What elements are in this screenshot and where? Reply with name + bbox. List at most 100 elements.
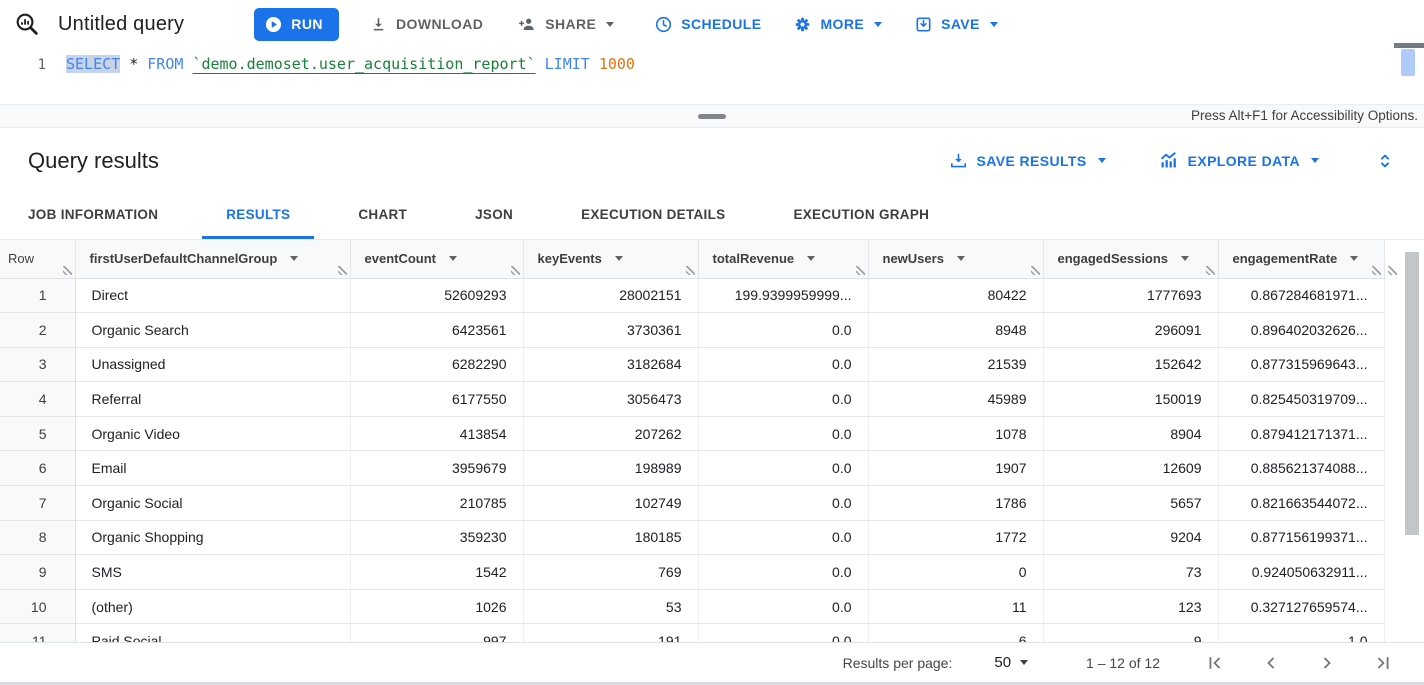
row-number-cell: 1	[0, 278, 76, 314]
tab-json[interactable]: JSON	[475, 207, 514, 222]
sql-editor[interactable]: 1 SELECT * FROM `demo.demoset.user_acqui…	[0, 43, 1424, 104]
cell-keyEvents: 28002151	[523, 278, 699, 314]
column-header-eventCount[interactable]: eventCount	[350, 240, 524, 279]
cell-engagementRate: 0.885621374088...	[1218, 450, 1385, 487]
chevron-left-icon	[1267, 656, 1275, 669]
row-number-cell: 3	[0, 347, 76, 383]
column-resize-handle-extra[interactable]	[1388, 266, 1397, 275]
page-size-select[interactable]: 50	[994, 654, 1029, 671]
column-menu-caret-icon[interactable]	[956, 256, 965, 262]
cell-engagedSessions: 9204	[1043, 520, 1219, 556]
tab-execution-graph[interactable]: EXECUTION GRAPH	[793, 207, 930, 222]
column-menu-caret-icon[interactable]	[614, 256, 623, 262]
column-header-newUsers[interactable]: newUsers	[868, 240, 1044, 279]
row-number-cell: 8	[0, 520, 76, 556]
query-title[interactable]: Untitled query	[58, 12, 185, 35]
table-vertical-scrollbar[interactable]	[1405, 252, 1419, 535]
cell-engagedSessions: 150019	[1043, 381, 1219, 417]
column-label: firstUserDefaultChannelGroup	[89, 251, 278, 267]
cell-totalRevenue: 0.0	[698, 485, 869, 521]
unfold-icon	[1381, 154, 1389, 167]
person-add-icon	[519, 18, 534, 30]
column-menu-caret-icon[interactable]	[1181, 256, 1190, 262]
editor-vertical-scrollbar[interactable]	[1401, 49, 1415, 76]
column-resize-handle[interactable]	[1205, 265, 1215, 275]
table-row: 2 Organic Search 6423561 3730361 0.0 8948 2960…	[0, 312, 1385, 348]
cell-totalRevenue: 0.0	[698, 416, 869, 452]
cell-engagementRate: 0.924050632911...	[1218, 554, 1385, 590]
save-button[interactable]: SAVE	[914, 15, 998, 34]
save-caret-icon	[989, 21, 998, 27]
explore-data-button[interactable]: EXPLORE DATA	[1158, 150, 1319, 171]
column-menu-caret-icon[interactable]	[449, 256, 457, 262]
schedule-button[interactable]: SCHEDULE	[654, 15, 761, 34]
row-number-cell: 9	[0, 554, 76, 590]
cell-keyEvents: 3056473	[523, 381, 699, 417]
tab-execution-details[interactable]: EXECUTION DETAILS	[581, 207, 726, 222]
column-menu-caret-icon[interactable]	[1350, 256, 1359, 262]
query-results-title: Query results	[28, 147, 159, 173]
run-button[interactable]: RUN	[254, 7, 340, 41]
column-resize-handle[interactable]	[685, 265, 695, 275]
cell-newUsers: 1907	[868, 450, 1044, 487]
cell-eventCount: 359230	[350, 520, 524, 556]
cell-eventCount: 3959679	[350, 450, 524, 487]
download-button[interactable]: DOWNLOAD	[369, 15, 483, 34]
download-icon	[373, 17, 384, 30]
splitter-handle[interactable]	[698, 114, 726, 119]
cell-newUsers: 11	[868, 589, 1044, 625]
next-page-button[interactable]	[1316, 652, 1338, 674]
tab-chart[interactable]: CHART	[358, 207, 408, 222]
cell-newUsers: 0	[868, 554, 1044, 590]
save-results-button[interactable]: SAVE RESULTS	[949, 151, 1106, 170]
expand-results-button[interactable]	[1375, 150, 1395, 172]
table-row: 10 (other) 1026 53 0.0 11 123 0.327127659574...	[0, 589, 1385, 625]
share-caret-icon	[606, 21, 615, 27]
sql-token: SELECT	[66, 55, 121, 73]
column-menu-caret-icon[interactable]	[290, 256, 299, 262]
more-button[interactable]: MORE	[793, 15, 883, 34]
column-header-keyEvents[interactable]: keyEvents	[523, 240, 699, 279]
column-resize-handle[interactable]	[1030, 265, 1040, 275]
cell-newUsers: 6	[868, 623, 1044, 642]
cell-engagedSessions: 123	[1043, 589, 1219, 625]
sql-code-line[interactable]: SELECT * FROM `demo.demoset.user_acquisi…	[66, 55, 635, 73]
column-label: Row	[8, 251, 35, 267]
cell-newUsers: 1786	[868, 485, 1044, 521]
cell-totalRevenue: 199.9399959999...	[698, 278, 869, 314]
column-header-totalRevenue[interactable]: totalRevenue	[698, 240, 869, 279]
previous-page-button[interactable]	[1260, 652, 1282, 674]
accessibility-hint: Press Alt+F1 for Accessibility Options.	[1191, 108, 1418, 123]
column-resize-handle[interactable]	[62, 265, 72, 275]
column-header-engagementRate[interactable]: engagementRate	[1218, 240, 1385, 279]
cell-keyEvents: 53	[523, 589, 699, 625]
save-results-caret-icon	[1097, 158, 1106, 163]
results-table-wrap: Row firstUserDefaultChannelGroup eventCoun…	[0, 240, 1424, 642]
sql-token: `demo.demoset.user_acquisition_report`	[192, 55, 536, 73]
share-button[interactable]: SHARE	[517, 14, 615, 34]
column-label: eventCount	[364, 251, 437, 267]
column-menu-caret-icon[interactable]	[807, 256, 816, 262]
last-page-button[interactable]	[1372, 652, 1394, 674]
cell-engagedSessions: 73	[1043, 554, 1219, 590]
tab-job-information[interactable]: JOB INFORMATION	[28, 207, 159, 222]
column-header-firstUserDefaultChannelGroup[interactable]: firstUserDefaultChannelGroup	[75, 240, 351, 279]
first-page-button[interactable]	[1204, 652, 1226, 674]
cell-firstUserDefaultChannelGroup: Email	[75, 450, 351, 487]
row-number-cell: 7	[0, 485, 76, 521]
cell-keyEvents: 769	[523, 554, 699, 590]
column-resize-handle[interactable]	[1371, 265, 1381, 275]
column-resize-handle[interactable]	[510, 265, 520, 275]
column-label: totalRevenue	[712, 251, 795, 267]
table-row: 11 Paid Social 997 191 0.0 6 9 1.0	[0, 623, 1385, 642]
column-resize-handle[interactable]	[337, 265, 347, 275]
pagination-range: 1 – 12 of 12	[1086, 654, 1160, 671]
cell-totalRevenue: 0.0	[698, 589, 869, 625]
table-row: 5 Organic Video 413854 207262 0.0 1078 8904 0.8…	[0, 416, 1385, 452]
explore-data-caret-icon	[1311, 158, 1319, 163]
tab-results[interactable]: RESULTS	[202, 193, 315, 239]
cell-engagementRate: 0.867284681971...	[1218, 278, 1385, 314]
column-header-engagedSessions[interactable]: engagedSessions	[1043, 240, 1219, 279]
column-resize-handle[interactable]	[855, 265, 865, 275]
column-header-row[interactable]: Row	[0, 240, 76, 279]
